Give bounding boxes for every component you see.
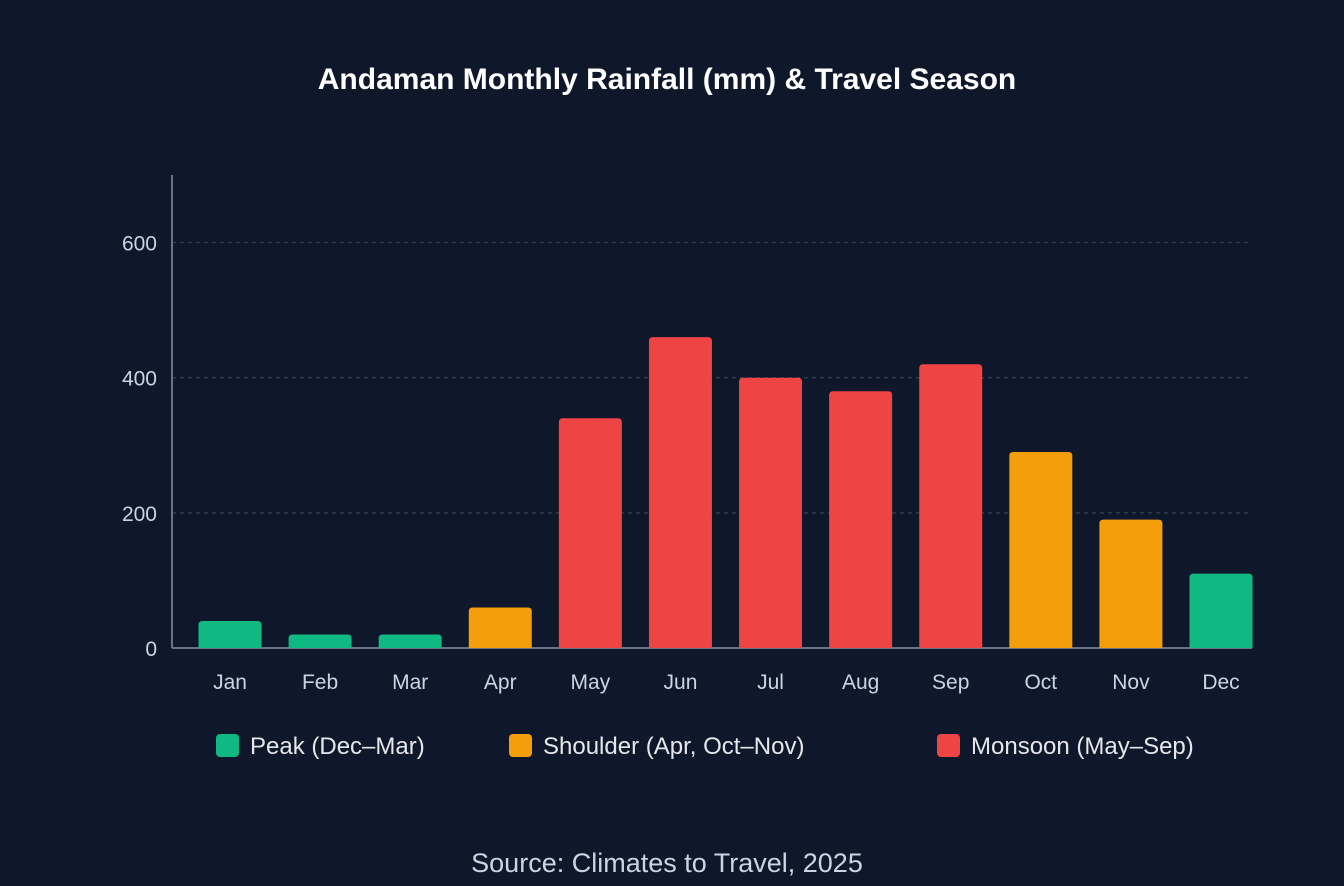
legend-label-shoulder: Shoulder (Apr, Oct–Nov) [543, 733, 804, 760]
bar-mar [378, 634, 442, 648]
legend-label-peak: Peak (Dec–Mar) [250, 733, 425, 760]
x-tick-label: May [571, 671, 611, 694]
y-tick-label: 600 [122, 233, 157, 256]
bar-jan [198, 620, 262, 648]
legend-swatch-shoulder [509, 734, 532, 757]
axes [171, 175, 1252, 649]
x-tick-label: Dec [1202, 671, 1239, 694]
x-tick-label: Jan [213, 671, 247, 694]
bar-jul [739, 377, 803, 648]
bar-nov [1099, 519, 1163, 648]
bar-feb [288, 634, 352, 648]
x-tick-label: Jun [664, 671, 698, 694]
x-tick-label: Apr [484, 671, 517, 694]
legend-label-monsoon: Monsoon (May–Sep) [971, 733, 1194, 760]
x-tick-label: Sep [932, 671, 969, 694]
x-tick-label: Jul [757, 671, 784, 694]
chart-title: Andaman Monthly Rainfall (mm) & Travel S… [318, 63, 1016, 96]
x-tick-label: Feb [302, 671, 338, 694]
y-tick-label: 0 [145, 638, 157, 661]
source-note: Source: Climates to Travel, 2025 [471, 848, 863, 878]
x-tick-label: Mar [392, 671, 428, 694]
bar-may [558, 418, 622, 648]
bar-sep [919, 364, 983, 648]
bars [198, 337, 1253, 648]
x-tick-label: Nov [1112, 671, 1150, 694]
x-tick-label: Oct [1024, 671, 1057, 694]
y-tick-label: 200 [122, 503, 157, 526]
bar-jun [648, 337, 712, 648]
bar-aug [829, 391, 893, 648]
legend-item-shoulder: Shoulder (Apr, Oct–Nov) [509, 733, 804, 760]
legend: Peak (Dec–Mar) Shoulder (Apr, Oct–Nov) Mon… [216, 733, 1194, 760]
legend-item-monsoon: Monsoon (May–Sep) [937, 733, 1194, 760]
x-tick-labels: Jan Feb Mar Apr May Jun Jul Aug Sep Oct Nov Dec [213, 671, 1240, 694]
bar-oct [1009, 452, 1073, 648]
x-tick-label: Aug [842, 671, 879, 694]
legend-swatch-monsoon [937, 734, 960, 757]
legend-item-peak: Peak (Dec–Mar) [216, 733, 425, 760]
y-tick-labels: 0 200 400 600 [122, 233, 157, 661]
y-tick-label: 400 [122, 368, 157, 391]
bar-apr [468, 607, 532, 648]
legend-swatch-peak [216, 734, 239, 757]
bar-dec [1189, 573, 1253, 648]
